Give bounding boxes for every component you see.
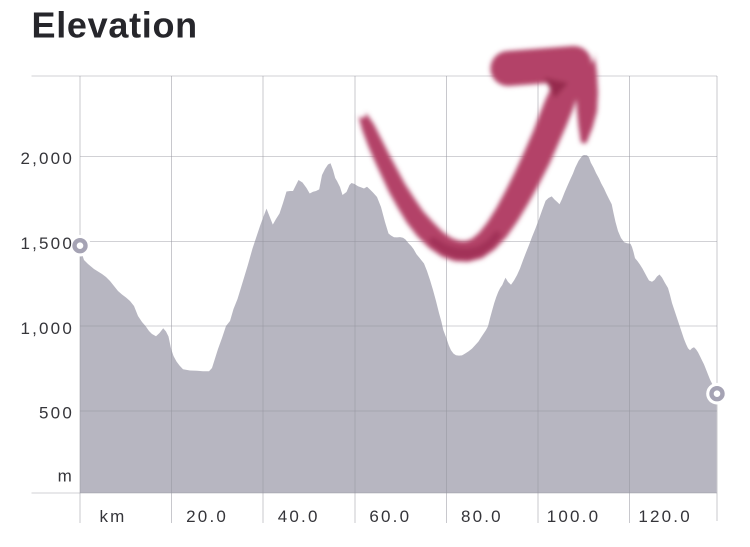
svg-text:80.0: 80.0 [461,507,503,526]
svg-text:40.0: 40.0 [278,507,320,526]
svg-text:2,000: 2,000 [20,149,74,168]
svg-text:100.0: 100.0 [547,507,601,526]
svg-text:120.0: 120.0 [638,507,692,526]
svg-text:20.0: 20.0 [186,507,228,526]
svg-text:60.0: 60.0 [369,507,411,526]
svg-text:m: m [58,467,74,486]
svg-text:Elevation: Elevation [32,5,198,46]
svg-text:1,500: 1,500 [20,234,74,253]
svg-text:km: km [99,507,126,526]
svg-text:500: 500 [39,403,74,422]
svg-text:1,000: 1,000 [20,319,74,338]
